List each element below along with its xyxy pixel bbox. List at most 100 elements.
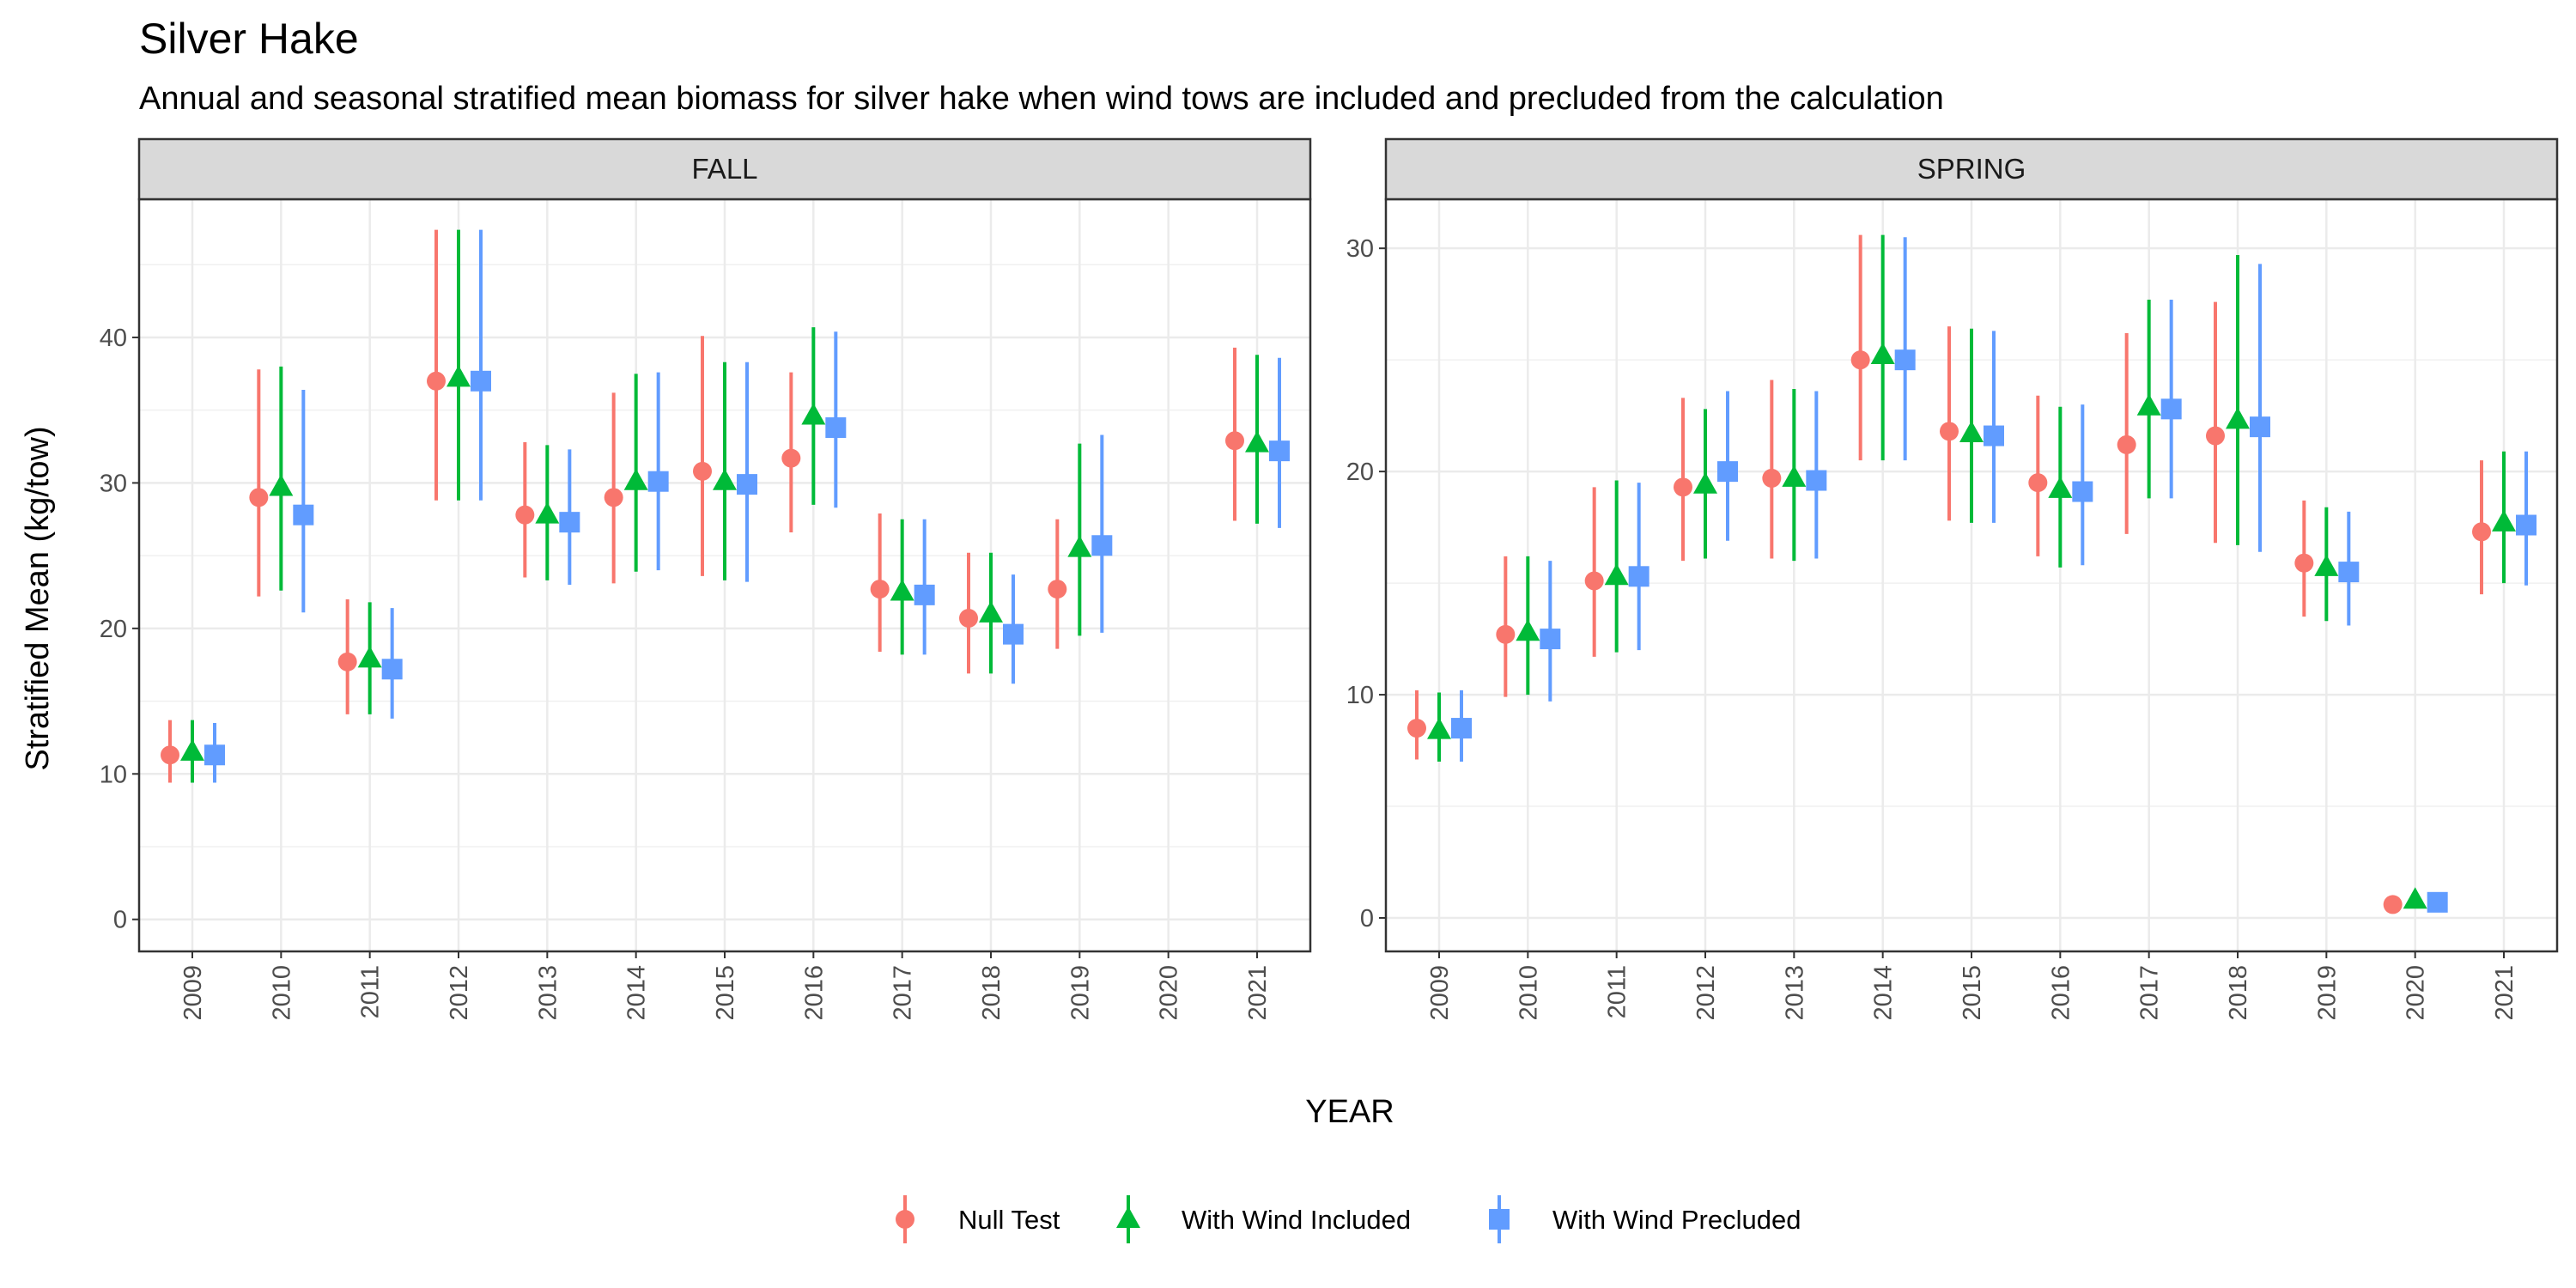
x-tick-label: 2011 — [357, 965, 385, 1018]
x-tick-label: 2020 — [1156, 965, 1183, 1021]
data-point — [1894, 349, 1916, 371]
y-tick-label: 40 — [100, 325, 127, 352]
data-point — [2516, 514, 2537, 536]
data-point — [1003, 623, 1024, 645]
x-tick-label: 2015 — [1959, 965, 1986, 1021]
data-point — [337, 652, 357, 671]
data-point — [623, 468, 648, 490]
data-point — [801, 403, 826, 425]
data-point — [1762, 468, 1782, 488]
chart-title: Silver Hake — [139, 15, 359, 63]
facet-panel-fall: 0 10 20 30 40 2009 2010 2011 2012 2013 2014 2015 201… — [100, 137, 1312, 1021]
data-point — [870, 580, 890, 599]
data-point — [2427, 891, 2448, 913]
data-point — [1245, 430, 1269, 453]
data-point — [1091, 535, 1113, 556]
chart-subtitle: Annual and seasonal stratified mean biom… — [139, 81, 1944, 117]
data-point — [2383, 895, 2403, 914]
legend-label: With Wind Precluded — [1552, 1205, 1801, 1235]
data-point — [2136, 393, 2161, 416]
x-tick-label: 2016 — [800, 965, 828, 1021]
data-point — [1269, 440, 1290, 462]
data-point — [1540, 629, 1561, 650]
data-point — [269, 474, 294, 496]
x-tick-label: 2018 — [978, 965, 1005, 1021]
y-tick-label: 30 — [100, 470, 127, 497]
data-point — [1959, 420, 1984, 442]
facet-strip — [1384, 137, 2559, 201]
data-point — [161, 745, 179, 765]
legend-key-marker — [896, 1210, 914, 1229]
facet-strip-label: SPRING — [1917, 153, 2026, 185]
y-axis-title: Stratified Mean (kg/tow) — [20, 426, 56, 770]
data-point — [1984, 425, 2004, 447]
data-point — [1516, 619, 1540, 641]
y-tick-label: 20 — [100, 616, 127, 643]
data-point — [1940, 422, 1959, 441]
x-tick-label: 2010 — [268, 965, 295, 1021]
x-tick-label: 2016 — [2047, 965, 2075, 1021]
x-tick-label: 2017 — [890, 965, 917, 1021]
legend-key-marker — [1116, 1206, 1140, 1228]
data-point — [180, 738, 204, 761]
x-tick-label: 2017 — [2136, 965, 2164, 1021]
x-tick-label: 2011 — [1604, 965, 1631, 1018]
data-point — [2294, 553, 2314, 573]
x-tick-label: 2012 — [446, 965, 473, 1021]
data-point — [515, 505, 535, 525]
legend-key-marker — [1489, 1209, 1510, 1230]
data-point — [2226, 407, 2250, 429]
data-point — [959, 608, 978, 628]
data-point — [535, 501, 560, 524]
data-point — [647, 471, 669, 492]
data-point — [781, 448, 801, 468]
x-tick-label: 2012 — [1692, 965, 1720, 1021]
data-point — [713, 468, 737, 490]
x-tick-label: 2014 — [1870, 965, 1898, 1021]
data-point — [1427, 717, 1451, 739]
data-point — [1225, 431, 1244, 451]
data-point — [1674, 477, 1692, 497]
data-point — [890, 579, 914, 601]
y-tick-label: 20 — [1346, 459, 1374, 486]
data-point — [604, 488, 623, 507]
data-point — [559, 512, 580, 533]
data-point — [249, 488, 269, 507]
x-tick-label: 2015 — [712, 965, 739, 1021]
data-point — [914, 584, 935, 605]
data-point — [2117, 434, 2136, 454]
x-tick-label: 2010 — [1515, 965, 1542, 1021]
x-tick-label: 2009 — [179, 965, 207, 1021]
data-point — [1628, 566, 1649, 587]
data-point — [2338, 562, 2360, 583]
data-point — [2472, 522, 2491, 542]
facet-strip — [137, 137, 1312, 201]
x-tick-label: 2021 — [1244, 965, 1272, 1021]
data-point — [1870, 342, 1895, 364]
data-point — [1584, 571, 1604, 591]
x-tick-label: 2019 — [1066, 965, 1094, 1021]
data-point — [2028, 473, 2048, 493]
legend-label: Null Test — [958, 1205, 1060, 1235]
x-tick-label: 2019 — [2313, 965, 2341, 1021]
data-point — [1693, 471, 1717, 494]
x-tick-label: 2013 — [534, 965, 562, 1021]
data-point — [381, 659, 403, 680]
data-point — [293, 504, 314, 526]
data-point — [357, 646, 382, 668]
facet-panel-spring: 0 10 20 30 2009 2010 2011 2012 2013 2014 2015 2016 2… — [1346, 137, 2559, 1021]
data-point — [2160, 398, 2182, 420]
y-tick-label: 30 — [1346, 235, 1374, 263]
facet-strip-label: FALL — [691, 153, 757, 185]
data-point — [1407, 719, 1426, 738]
data-point — [471, 370, 491, 392]
data-point — [204, 744, 225, 766]
data-point — [2492, 509, 2516, 532]
data-point — [825, 417, 847, 439]
x-tick-label: 2013 — [1781, 965, 1808, 1021]
x-tick-label: 2021 — [2491, 965, 2518, 1021]
data-point — [979, 600, 1003, 623]
data-point — [2048, 476, 2073, 498]
data-point — [447, 365, 471, 387]
